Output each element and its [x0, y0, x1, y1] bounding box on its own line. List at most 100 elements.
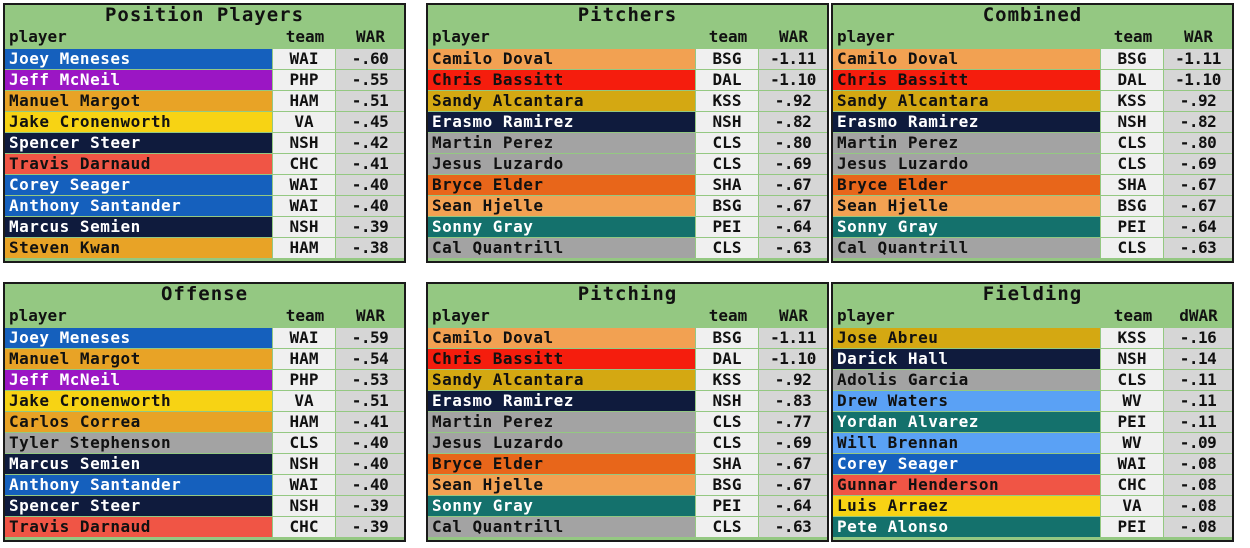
table-row: Bryce Elder SHA -.67	[428, 454, 827, 475]
leaderboard-panel: Pitchers player team WAR Camilo Doval BSG -1.1…	[426, 3, 829, 263]
player-name: Joey Meneses	[5, 328, 272, 348]
team-code: PEI	[696, 496, 758, 516]
player-name: Marcus Semien	[5, 454, 272, 474]
player-name: Erasmo Ramirez	[428, 391, 695, 411]
team-code: CLS	[696, 154, 758, 174]
header-player: player	[9, 306, 67, 325]
table-row: Corey Seager WAI -.40	[5, 175, 404, 196]
table-row: Spencer Steer NSH -.39	[5, 496, 404, 517]
team-code: BSG	[696, 49, 758, 69]
table-row: Cal Quantrill CLS -.63	[833, 238, 1232, 259]
table-row: Erasmo Ramirez NSH -.82	[833, 112, 1232, 133]
header-player: player	[837, 306, 895, 325]
team-code: CLS	[696, 412, 758, 432]
war-value: -.40	[336, 475, 404, 495]
war-value: -.67	[759, 475, 827, 495]
table-row: Yordan Alvarez PEI -.11	[833, 412, 1232, 433]
column-header-row: player team WAR	[5, 305, 404, 326]
table-row: Will Brennan WV -.09	[833, 433, 1232, 454]
table-row: Erasmo Ramirez NSH -.82	[428, 112, 827, 133]
team-code: PHP	[273, 370, 335, 390]
header-team: team	[285, 306, 325, 325]
war-value: -.92	[759, 370, 827, 390]
war-value: -.63	[1164, 238, 1232, 258]
panel-title: Offense	[160, 283, 249, 305]
team-code: SHA	[1101, 175, 1163, 195]
war-value: -.83	[759, 391, 827, 411]
team-code: WAI	[273, 328, 335, 348]
table-row: Jake Cronenworth VA -.51	[5, 391, 404, 412]
leaderboard-panel: Combined player team WAR Camilo Doval BSG -1.1…	[831, 3, 1234, 263]
column-header-row: player team WAR	[428, 305, 827, 326]
player-name: Darick Hall	[833, 349, 1100, 369]
table-row: Spencer Steer NSH -.42	[5, 133, 404, 154]
table-row: Jesus Luzardo CLS -.69	[428, 154, 827, 175]
war-value: -.40	[336, 454, 404, 474]
table-row: Cal Quantrill CLS -.63	[428, 238, 827, 259]
war-value: -.63	[759, 238, 827, 258]
team-code: HAM	[273, 238, 335, 258]
team-code: VA	[1101, 496, 1163, 516]
team-code: NSH	[696, 112, 758, 132]
team-code: DAL	[696, 70, 758, 90]
war-value: -.08	[1164, 517, 1232, 537]
player-name: Cal Quantrill	[833, 238, 1100, 258]
team-code: BSG	[1101, 49, 1163, 69]
header-stat: WAR	[779, 27, 808, 46]
team-code: WAI	[1101, 454, 1163, 474]
player-name: Travis Darnaud	[5, 517, 272, 537]
table-row: Sean Hjelle BSG -.67	[428, 196, 827, 217]
player-name: Jeff McNeil	[5, 370, 272, 390]
player-name: Marcus Semien	[5, 217, 272, 237]
player-name: Bryce Elder	[833, 175, 1100, 195]
war-value: -.11	[1164, 412, 1232, 432]
player-name: Chris Bassitt	[428, 70, 695, 90]
team-code: NSH	[273, 496, 335, 516]
table-row: Anthony Santander WAI -.40	[5, 196, 404, 217]
player-name: Camilo Doval	[833, 49, 1100, 69]
team-code: HAM	[273, 349, 335, 369]
header-player: player	[432, 306, 490, 325]
table-row: Jesus Luzardo CLS -.69	[428, 433, 827, 454]
player-name: Martin Perez	[428, 133, 695, 153]
panel-title: Pitchers	[577, 4, 678, 26]
team-code: WAI	[273, 196, 335, 216]
header-stat: dWAR	[1179, 306, 1218, 325]
war-value: -.38	[336, 238, 404, 258]
player-name: Jose Abreu	[833, 328, 1100, 348]
team-code: KSS	[696, 91, 758, 111]
team-code: CLS	[1101, 133, 1163, 153]
leaderboard-panel: Pitching player team WAR Camilo Doval BSG -1.1…	[426, 282, 829, 542]
table-row: Travis Darnaud CHC -.41	[5, 154, 404, 175]
war-value: -.40	[336, 196, 404, 216]
column-header-row: player team WAR	[5, 26, 404, 47]
team-code: HAM	[273, 412, 335, 432]
table-row: Sonny Gray PEI -.64	[428, 496, 827, 517]
player-name: Jesus Luzardo	[428, 154, 695, 174]
leaderboard-panel: Offense player team WAR Joey Meneses WAI -.59 M…	[3, 282, 406, 542]
war-value: -.39	[336, 517, 404, 537]
table-row: Travis Darnaud CHC -.39	[5, 517, 404, 538]
team-code: BSG	[1101, 196, 1163, 216]
table-row: Anthony Santander WAI -.40	[5, 475, 404, 496]
war-value: -.64	[1164, 217, 1232, 237]
player-name: Camilo Doval	[428, 49, 695, 69]
panel-title: Fielding	[982, 283, 1083, 305]
table-row: Cal Quantrill CLS -.63	[428, 517, 827, 538]
war-value: -.69	[759, 154, 827, 174]
player-name: Sandy Alcantara	[428, 370, 695, 390]
war-value: -1.11	[1164, 49, 1232, 69]
war-value: -.53	[336, 370, 404, 390]
player-name: Corey Seager	[833, 454, 1100, 474]
header-team: team	[285, 27, 325, 46]
player-rows: Jose Abreu KSS -.16 Darick Hall NSH -.14 Adoli…	[833, 328, 1232, 538]
team-code: WAI	[273, 175, 335, 195]
player-name: Sandy Alcantara	[833, 91, 1100, 111]
player-rows: Camilo Doval BSG -1.11 Chris Bassitt DAL -1.1…	[833, 49, 1232, 259]
player-name: Joey Meneses	[5, 49, 272, 69]
player-name: Spencer Steer	[5, 496, 272, 516]
war-value: -.92	[1164, 91, 1232, 111]
player-name: Bryce Elder	[428, 454, 695, 474]
war-value: -.67	[759, 196, 827, 216]
header-stat: WAR	[356, 306, 385, 325]
